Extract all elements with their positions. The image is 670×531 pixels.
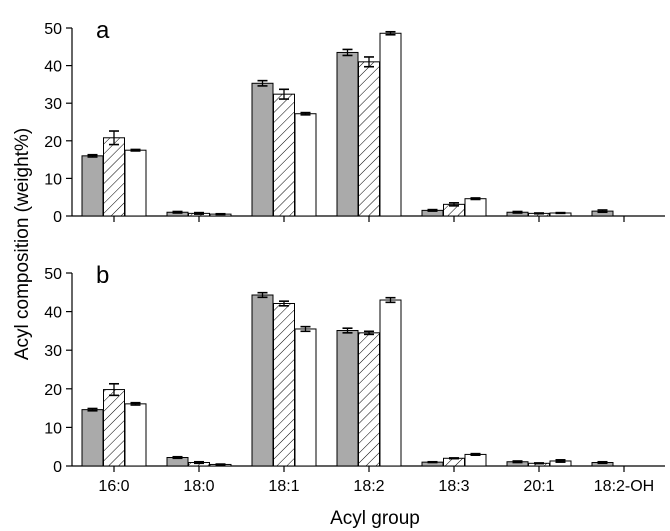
- panel-b-bar-white: [379, 299, 402, 467]
- panel-b-bar-hatched: [358, 332, 380, 467]
- panel-a-bar-gray: [81, 155, 104, 217]
- panel-b-x-tick-label: 18:2: [353, 478, 384, 495]
- panel-a-y-tick-label: 50: [44, 21, 62, 38]
- panel-a-label: a: [96, 17, 110, 44]
- panel-a-bar-hatched: [273, 93, 295, 217]
- panel-b-bar-white: [294, 328, 317, 467]
- panel-b-y-tick-label: 0: [53, 459, 62, 476]
- x-axis-title: Acyl group: [330, 508, 420, 529]
- panel-b-bar-hatched: [103, 389, 125, 467]
- panel-b-x-tick-label: 20:1: [523, 478, 554, 495]
- panel-b-y-tick-label: 20: [44, 382, 62, 399]
- panel-b-label: b: [96, 262, 109, 289]
- panel-b-y-tick-label: 50: [44, 266, 62, 283]
- panel-b-x-tick-label: 18:1: [268, 478, 299, 495]
- panel-b-y-tick-label: 30: [44, 343, 62, 360]
- panel-a-bar-white: [464, 198, 487, 217]
- panel-b-x-tick-label: 18:3: [438, 478, 469, 495]
- panel-a-y-tick-label: 40: [44, 59, 62, 76]
- panel-a-y-tick-label: 20: [44, 134, 62, 151]
- panel-a-bar-hatched: [358, 61, 380, 217]
- panel-b-bar-gray: [336, 330, 359, 467]
- panel-a-y-tick-label: 0: [53, 209, 62, 226]
- panel-b-x-tick-label: 18:0: [183, 478, 214, 495]
- panel-a-bar-white: [294, 113, 317, 217]
- panel-b-bar-gray: [81, 409, 104, 467]
- y-axis-title: Acyl composition (weight%): [12, 128, 33, 360]
- panel-a-bar-white: [379, 32, 402, 217]
- panel-b-bar-white: [464, 453, 487, 467]
- panel-b-y-tick-label: 40: [44, 305, 62, 322]
- panel-a-y-tick-label: 10: [44, 171, 62, 188]
- panel-b-bar-white: [124, 403, 147, 467]
- panel-a-bar-hatched: [103, 137, 125, 217]
- panel-b-x-tick-label: 16:0: [98, 478, 129, 495]
- panel-b-bar-gray: [251, 294, 274, 467]
- panel-a-bar-gray: [251, 82, 274, 217]
- panel-a-y-tick-label: 30: [44, 96, 62, 113]
- panel-a-bar-white: [124, 149, 147, 217]
- panel-a-bar-gray: [336, 51, 359, 217]
- panel-b-x-tick-label: 18:2-OH: [594, 478, 654, 495]
- panel-b-bar-hatched: [273, 302, 295, 467]
- panel-b-y-tick-label: 10: [44, 420, 62, 437]
